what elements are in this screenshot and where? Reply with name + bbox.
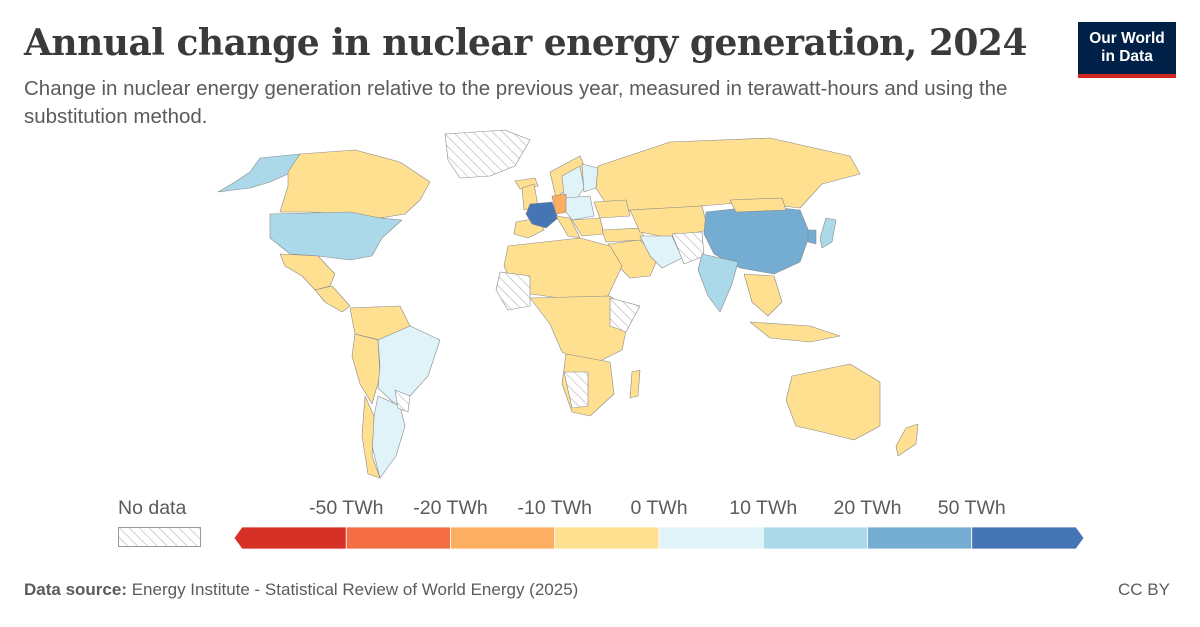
legend-tick-label: -20 TWh — [413, 497, 488, 519]
data-source-label: Data source: — [24, 580, 127, 599]
region-west-africa-nodata[interactable] — [495, 271, 531, 311]
region-andes[interactable] — [351, 333, 381, 405]
region-east-africa-nodata[interactable] — [609, 297, 641, 333]
legend-bin[interactable] — [762, 527, 868, 549]
region-central-america[interactable] — [314, 285, 351, 313]
world-map-svg — [217, 129, 919, 479]
region-usa[interactable] — [269, 211, 403, 261]
data-source-text: Energy Institute - Statistical Review of… — [126, 580, 579, 599]
logo-line-2: in Data — [1101, 48, 1153, 65]
legend-bin[interactable] — [867, 527, 973, 549]
region-southeast-asia[interactable] — [743, 273, 783, 317]
region-greenland[interactable] — [444, 129, 531, 179]
region-canada[interactable] — [279, 149, 431, 219]
logo-line-1: Our World — [1089, 30, 1165, 47]
world-map[interactable] — [110, 126, 1110, 496]
region-australia[interactable] — [785, 363, 881, 441]
region-japan[interactable] — [819, 217, 837, 249]
region-paraguay[interactable] — [394, 389, 411, 413]
legend-tick-label: 20 TWh — [833, 497, 902, 519]
legend-bin[interactable] — [658, 527, 764, 549]
region-namibia-nodata[interactable] — [563, 371, 589, 409]
region-russia[interactable] — [595, 137, 861, 213]
legend-tick-label: -10 TWh — [517, 497, 592, 519]
legend-no-data-label: No data — [118, 497, 187, 519]
legend-tick-label: 10 TWh — [729, 497, 798, 519]
region-brazil[interactable] — [377, 325, 441, 405]
legend-tick-label: 0 TWh — [630, 497, 688, 519]
region-indonesia[interactable] — [749, 321, 841, 343]
legend-bin[interactable] — [234, 527, 347, 549]
region-korea[interactable] — [807, 229, 817, 245]
region-mexico[interactable] — [279, 253, 336, 291]
legend-bin[interactable] — [554, 527, 660, 549]
region-turkey[interactable] — [601, 227, 645, 243]
chart-subtitle: Change in nuclear energy generation rela… — [24, 77, 1008, 128]
region-chile[interactable] — [361, 395, 381, 479]
legend-bin[interactable] — [450, 527, 556, 549]
legend-tick-label: -50 TWh — [309, 497, 384, 519]
region-mongolia[interactable] — [729, 197, 787, 213]
legend-no-data-swatch — [118, 527, 201, 547]
chart-title: Annual change in nuclear energy generati… — [24, 22, 1028, 64]
region-finland[interactable] — [581, 163, 599, 193]
data-source: Data source: Energy Institute - Statisti… — [24, 580, 578, 600]
region-new-zealand[interactable] — [895, 423, 919, 457]
region-india[interactable] — [697, 253, 739, 313]
region-iran[interactable] — [639, 235, 683, 269]
legend-bin[interactable] — [345, 527, 451, 549]
owid-logo[interactable]: Our World in Data — [1078, 22, 1176, 78]
legend-tick-label: 50 TWh — [937, 497, 1006, 519]
region-madagascar[interactable] — [629, 369, 641, 399]
license[interactable]: CC BY — [1118, 580, 1170, 599]
legend-bin[interactable] — [971, 527, 1084, 549]
region-france[interactable] — [525, 201, 559, 229]
region-central-europe[interactable] — [565, 195, 595, 221]
region-ukraine[interactable] — [593, 199, 631, 219]
legend-color-bar — [234, 527, 1084, 549]
